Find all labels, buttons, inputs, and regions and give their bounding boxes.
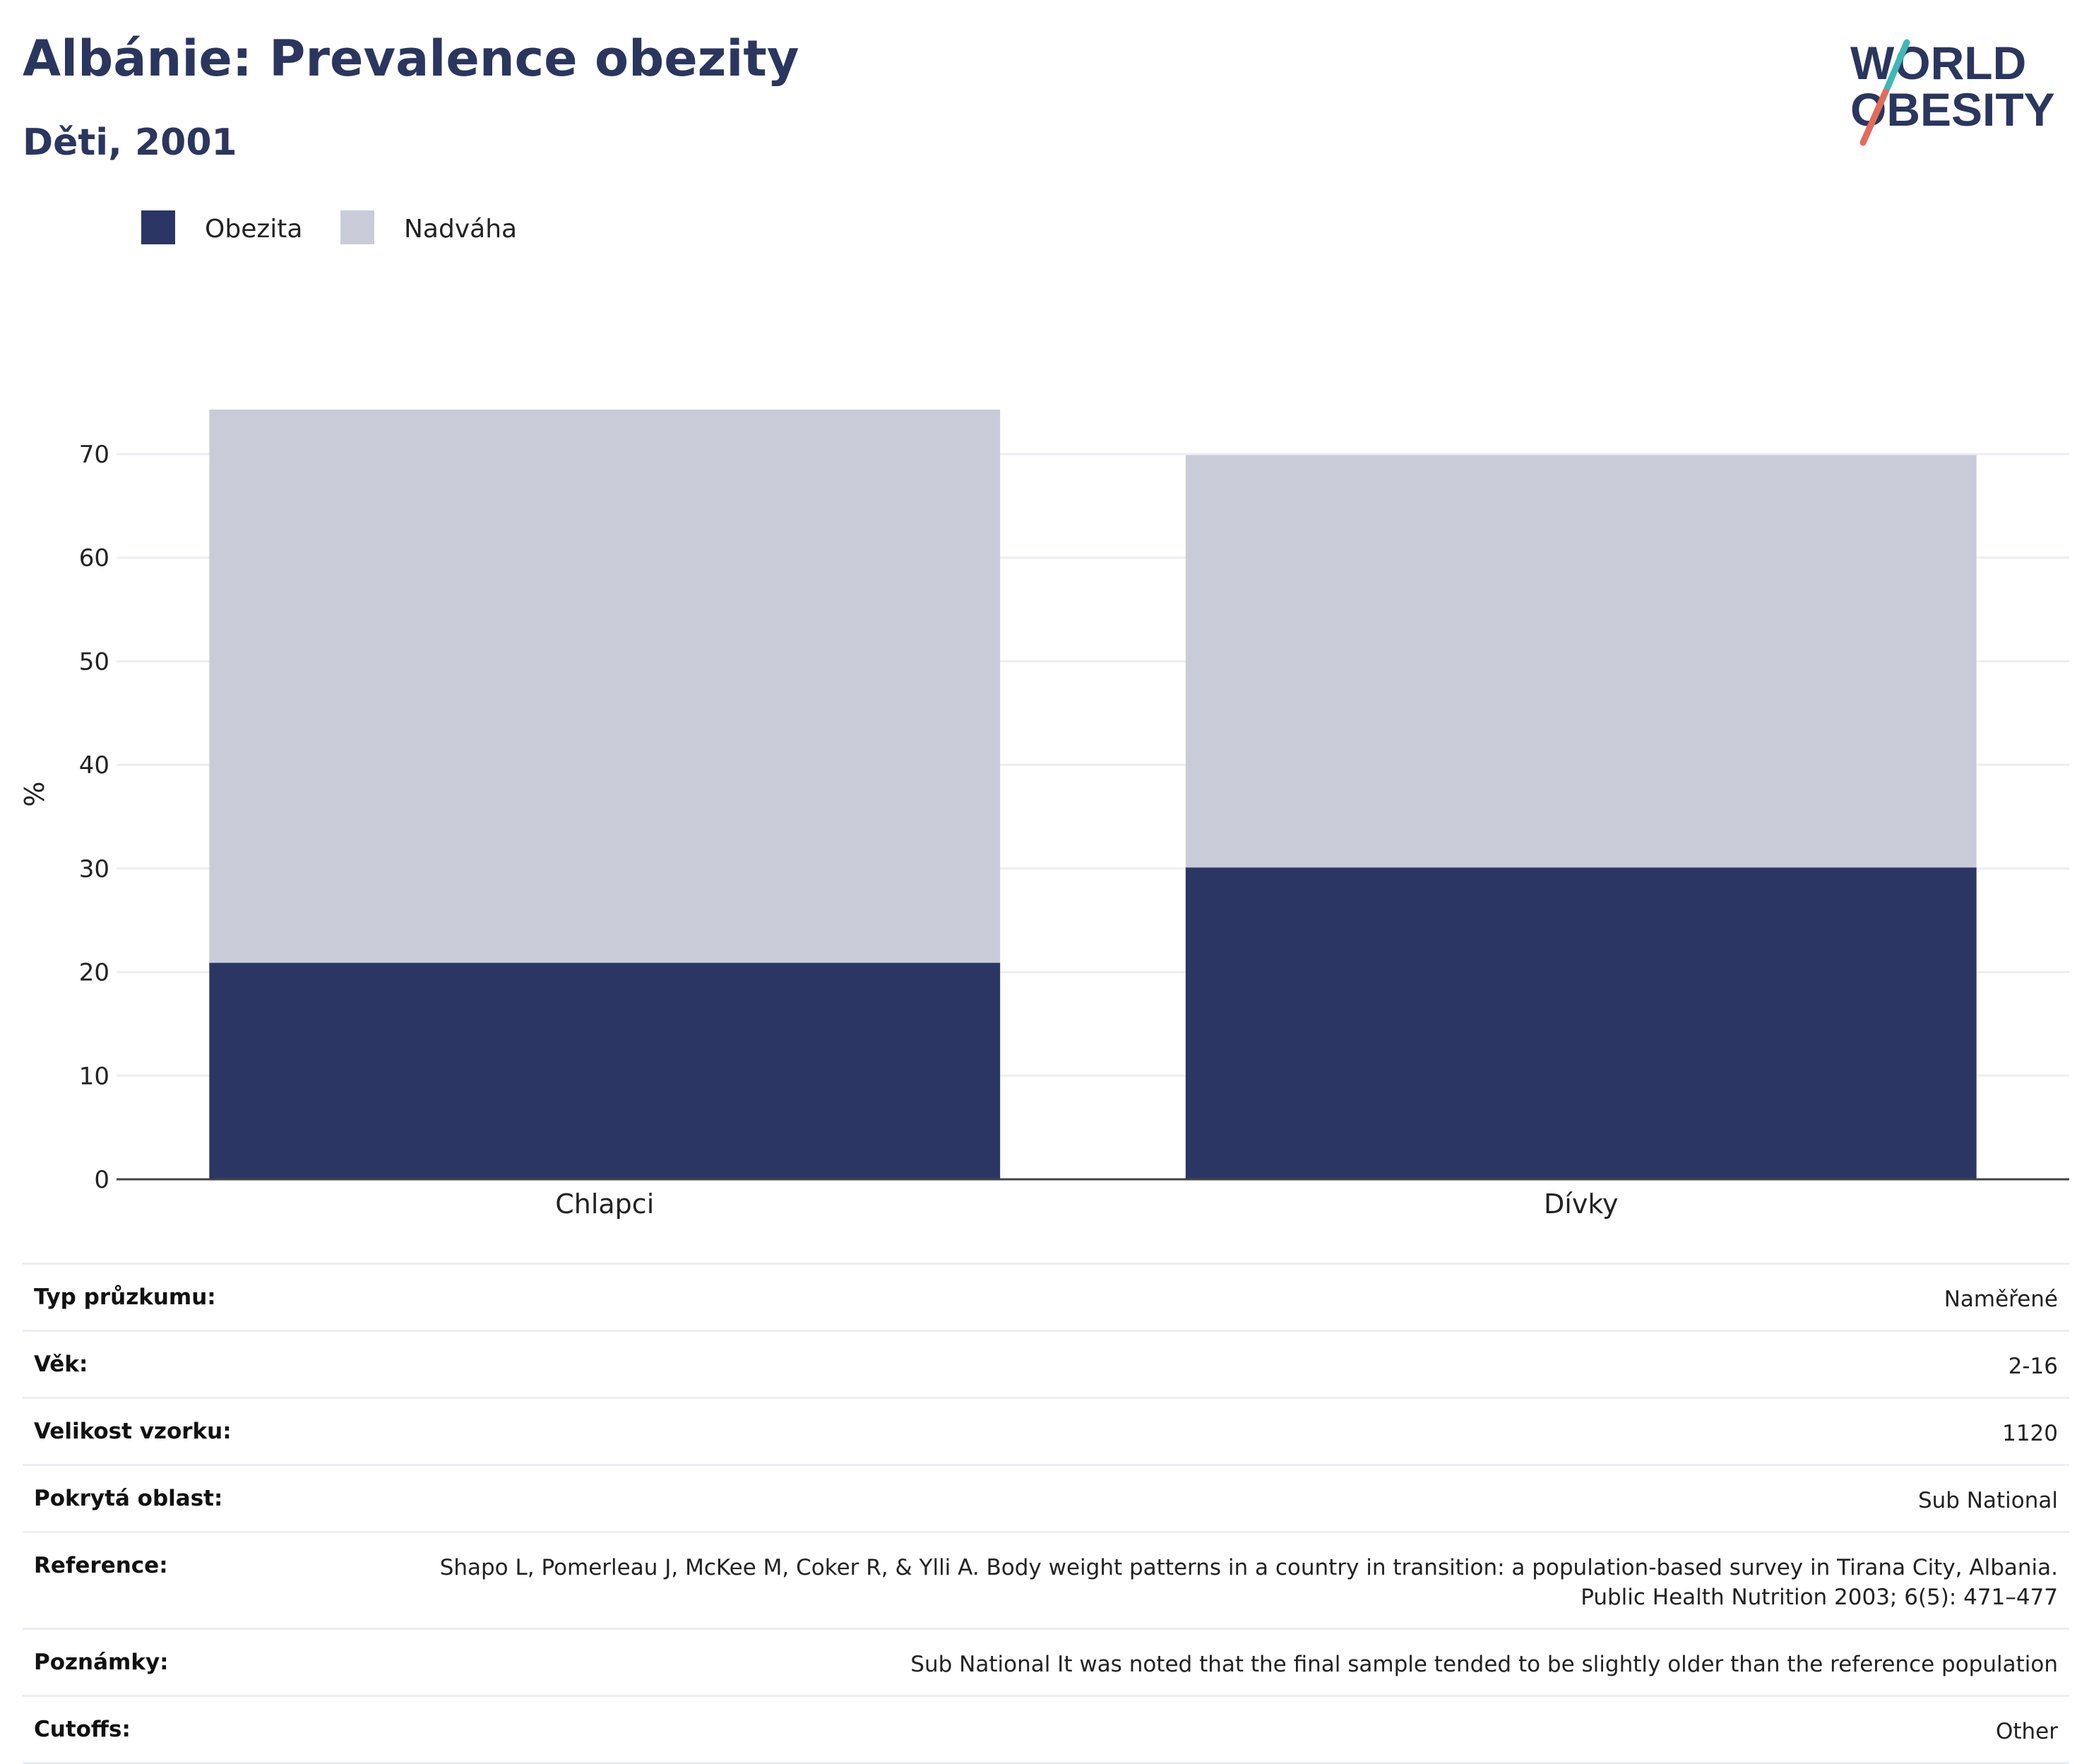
info-row: Typ průzkumu: Naměřené [23,1263,2069,1330]
info-value: Naměřené [1944,1287,2058,1312]
info-value: Other [1995,1719,2058,1744]
info-row: Cutoffs: Other [23,1695,2069,1764]
y-tick-label: 10 [79,1062,109,1090]
chart-title: Albánie: Prevalence obezity [23,30,799,88]
info-label: Reference: [34,1553,168,1578]
logo-line-1: WORLD [1850,37,2026,89]
y-tick-label: 50 [79,648,109,676]
y-tick-label: 70 [79,441,109,469]
info-label: Věk: [34,1352,88,1377]
info-label: Poznámky: [34,1650,169,1675]
info-value: Shapo L, Pomerleau J, McKee M, Coker R, … [439,1555,2058,1610]
legend-label-overweight: Nadváha [404,215,518,244]
info-value: 2-16 [2008,1354,2058,1379]
bar-obesity[interactable] [1185,867,1977,1179]
x-tick-label: Dívky [1544,1188,1618,1220]
x-tick-label: Chlapci [555,1188,654,1220]
info-label: Pokrytá oblast: [34,1486,223,1511]
legend-label-obesity: Obezita [205,215,303,244]
legend-swatch-overweight [340,210,374,244]
info-row: Velikost vzorku: 1120 [23,1397,2069,1464]
info-label: Typ průzkumu: [34,1285,216,1310]
bar-overweight[interactable] [209,409,1001,963]
y-tick-label: 20 [79,959,109,987]
y-tick-label: 0 [94,1166,109,1194]
bar-obesity[interactable] [209,963,1001,1179]
info-label: Velikost vzorku: [34,1419,232,1444]
y-tick-label: 60 [79,544,109,573]
info-row: Poznámky: Sub National It was noted that … [23,1628,2069,1695]
info-value: Sub National [1917,1488,2058,1513]
survey-info-table: Typ průzkumu: Naměřené Věk: 2-16 Velikost vz… [23,1263,2069,1764]
y-tick-label: 30 [79,855,109,883]
info-value: 1120 [2002,1421,2058,1446]
info-value: Sub National It was noted that the final… [910,1652,2058,1677]
world-obesity-logo: WORLD OBESITY [1850,37,2055,146]
info-label: Cutoffs: [34,1717,131,1742]
bar-overweight[interactable] [1185,455,1977,868]
stacked-bar-chart: 0 10 20 30 40 50 60 70% Chlapci Dívky [19,409,2069,1220]
legend-swatch-obesity [141,210,175,244]
chart-subtitle: Děti, 2001 [23,121,237,164]
info-row: Reference: Shapo L, Pomerleau J, McKee M,… [23,1531,2069,1628]
info-row: Věk: 2-16 [23,1330,2069,1397]
y-axis-label: % [19,781,50,806]
info-row: Pokrytá oblast: Sub National [23,1464,2069,1531]
y-tick-label: 40 [79,751,109,780]
